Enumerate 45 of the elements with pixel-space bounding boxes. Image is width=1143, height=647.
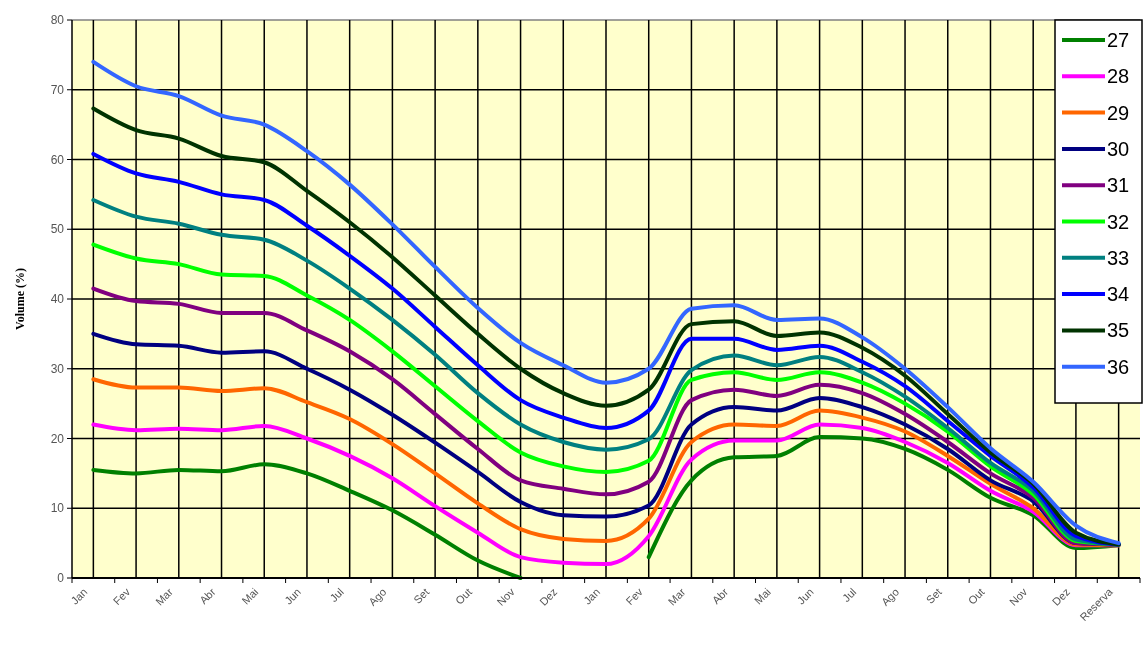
x-tick-label: Jul: [840, 585, 859, 605]
legend-label: 34: [1107, 283, 1130, 306]
x-tick-label: Ago: [878, 585, 902, 608]
legend-label: 35: [1107, 319, 1130, 342]
y-tick-label: 80: [50, 13, 65, 28]
legend-label: 30: [1107, 137, 1130, 160]
y-tick-label: 10: [50, 501, 65, 516]
x-tick-label: Set: [411, 585, 432, 606]
x-tick-label: Mai: [239, 585, 261, 607]
x-tick-label: Mai: [751, 585, 774, 607]
x-tick-label: Nov: [1007, 585, 1030, 608]
line-series: [91, 377, 1121, 548]
y-tick-label: 60: [50, 152, 65, 167]
legend-label: 32: [1107, 210, 1130, 233]
x-tick-label: Mar: [665, 585, 688, 608]
x-tick-label: Abr: [709, 585, 731, 607]
x-tick-label: Abr: [197, 585, 218, 607]
x-tick-label: Dez: [1049, 585, 1073, 608]
x-tick-label: Set: [923, 585, 944, 606]
x-tick-label: Fev: [623, 585, 646, 608]
x-tick-label: Jun: [794, 585, 816, 607]
x-tick-label: Fev: [110, 585, 133, 608]
x-tick-label: Ago: [366, 585, 389, 608]
x-tick-label: Jan: [68, 585, 90, 607]
x-tick-label: Nov: [494, 585, 518, 608]
x-tick-label: Out: [452, 585, 474, 607]
x-tick-label: Jun: [282, 585, 304, 607]
y-tick-label: 20: [50, 431, 65, 446]
legend-label: 33: [1107, 246, 1130, 269]
x-tick-label: Out: [965, 585, 987, 607]
x-tick-label: Jan: [581, 585, 603, 607]
legend-label: 27: [1107, 29, 1130, 51]
legend-label: 29: [1107, 101, 1130, 124]
x-tick-label: Mar: [153, 585, 176, 608]
y-tick-label: 0: [57, 571, 65, 586]
x-tick-label: Jul: [327, 585, 346, 605]
legend-label: 31: [1107, 174, 1130, 197]
y-axis-title: Volume (%): [13, 268, 27, 330]
y-tick-label: 40: [50, 292, 65, 307]
legend-label: 36: [1107, 355, 1130, 378]
y-tick-label: 30: [50, 361, 65, 376]
y-tick-label: 50: [50, 222, 65, 237]
legend-label: 28: [1107, 65, 1130, 88]
x-tick-label: Dez: [537, 585, 560, 608]
y-tick-label: 70: [50, 82, 65, 97]
